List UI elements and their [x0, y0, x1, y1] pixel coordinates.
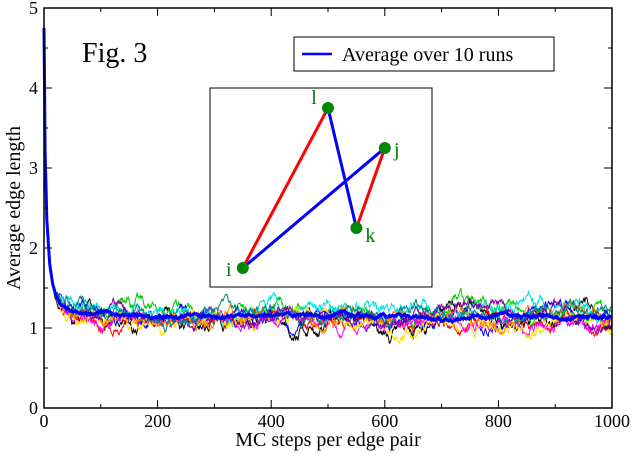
inset-diagram: i l j k [209, 87, 433, 288]
run-line-run-7 [43, 27, 613, 344]
inset-edge-k-j [354, 147, 387, 229]
inset-edge-i-j [241, 146, 386, 270]
inset-node-label-j: j [393, 139, 400, 161]
x-tick-label: 200 [144, 411, 171, 431]
average-group [42, 27, 613, 325]
y-tick-label: 2 [29, 238, 38, 258]
y-tick-label: 3 [29, 158, 38, 178]
x-tick-label: 600 [371, 411, 398, 431]
figure-label: Fig. 3 [82, 38, 147, 69]
y-tick-label: 0 [29, 398, 38, 418]
x-tick-label: 800 [485, 411, 512, 431]
inset-node-label-l: l [311, 87, 317, 109]
run-line-run-6 [43, 27, 613, 339]
x-tick-label: 1000 [594, 411, 630, 431]
y-tick-label: 5 [29, 0, 38, 18]
inset-node-label-k: k [365, 225, 375, 247]
legend-box [293, 36, 555, 72]
axis-ticks: 0 200 400 600 800 1000 0 1 2 3 4 5 [29, 0, 630, 431]
x-axis-title: MC steps per edge pair [235, 429, 421, 451]
inset-edge-i-l [241, 107, 330, 269]
run-line-run-5 [43, 27, 613, 329]
inset-edge-l-k [326, 107, 358, 229]
inset-node-label-i: i [226, 259, 232, 281]
inset-frame [209, 87, 433, 288]
y-axis-title: Average edge length [3, 126, 25, 290]
x-tick-label: 0 [40, 411, 49, 431]
inset-node-i [236, 262, 249, 274]
x-tick-label: 400 [258, 411, 285, 431]
y-tick-label: 1 [29, 318, 38, 338]
run-line-run-8 [43, 27, 613, 336]
inset-node-k [350, 222, 363, 234]
average-line [42, 27, 613, 325]
inset-node-l [322, 102, 334, 114]
inset-node-j [378, 142, 391, 154]
legend-label: Average over 10 runs [342, 44, 513, 66]
legend: Average over 10 runs [293, 36, 555, 72]
y-tick-label: 4 [29, 78, 38, 98]
